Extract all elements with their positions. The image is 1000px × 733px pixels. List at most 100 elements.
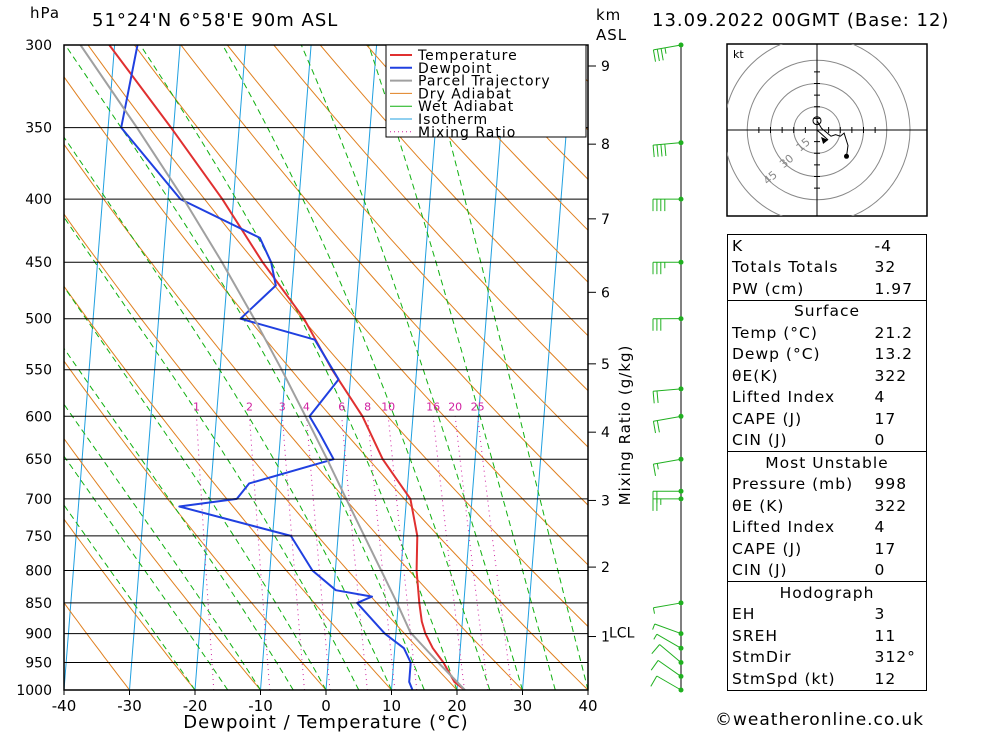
- wind-barb: [653, 142, 682, 146]
- index-label: CAPE (J): [726, 538, 875, 560]
- wind-level-dot: [678, 456, 684, 462]
- wind-barb-flag: [653, 633, 658, 640]
- wind-level-dot: [678, 386, 684, 392]
- index-label: EH: [726, 603, 875, 625]
- x-axis-title: Dewpoint / Temperature (°C): [183, 712, 468, 733]
- wind-barb-flag: [650, 660, 659, 671]
- index-label: Temp (°C): [726, 322, 875, 344]
- legend-item: Dewpoint: [418, 61, 493, 77]
- wet-adiabat-line: [139, 45, 458, 690]
- height-tick-label: 3: [601, 493, 610, 509]
- wind-barb: [656, 675, 682, 691]
- credit-label: ©weatheronline.co.uk: [715, 710, 925, 730]
- index-section-title: Surface: [727, 299, 927, 322]
- index-label: Totals Totals: [726, 256, 875, 278]
- wind-level-dot: [678, 687, 684, 693]
- height-unit-label-km: km: [596, 6, 622, 24]
- pressure-tick-label: 600: [25, 409, 52, 425]
- wind-barb-flag: [656, 390, 659, 403]
- index-row: CAPE (J) 17: [726, 408, 927, 430]
- index-row: Dewp (°C) 13.2: [726, 343, 927, 365]
- pressure-tick-label: 400: [25, 192, 52, 208]
- wind-barb-flag: [656, 49, 660, 62]
- index-value: 312°: [874, 646, 927, 668]
- index-row: Totals Totals 32: [726, 256, 927, 278]
- index-label: K: [726, 234, 875, 257]
- dry-adiabat-line: [319, 45, 588, 337]
- index-row: SREH 11: [726, 625, 927, 647]
- wind-barb-flag: [652, 607, 655, 614]
- index-label: Pressure (mb): [726, 473, 875, 495]
- isotherm-line: [325, 45, 378, 690]
- isotherm-line: [260, 45, 312, 690]
- wind-barb-flag: [656, 420, 660, 433]
- height-tick-label: 9: [601, 59, 610, 75]
- wind-barb: [656, 633, 682, 649]
- wind-level-dot: [678, 316, 684, 322]
- index-label: CIN (J): [726, 429, 875, 452]
- isotherm-line: [391, 45, 443, 690]
- height-tick-label: 7: [601, 212, 610, 228]
- wind-level-dot: [678, 496, 684, 502]
- wind-barb-flag: [652, 421, 656, 434]
- indices-table: K -4 Totals Totals 32 PW (cm) 1.97 Surface Temp…: [726, 234, 927, 691]
- index-value: 21.2: [874, 322, 927, 344]
- pressure-tick-label: 1000: [16, 683, 52, 699]
- temperature-tick-label: 30: [513, 697, 532, 715]
- wind-barb-flag: [651, 644, 660, 655]
- pressure-tick-label: 550: [25, 363, 52, 379]
- legend-item: Mixing Ratio: [418, 125, 516, 141]
- wind-barb-flag: [652, 391, 655, 404]
- hodograph-start-marker: [812, 116, 822, 126]
- pressure-tick-label: 850: [25, 596, 52, 612]
- index-row: CAPE (J) 17: [726, 538, 927, 560]
- temperature-tick-label: -30: [117, 697, 142, 715]
- legend-item: Isotherm: [418, 112, 488, 128]
- index-value: 322: [874, 495, 927, 517]
- mixing-ratio-label: 16: [426, 400, 440, 413]
- wind-barb: [653, 602, 682, 609]
- index-row: CIN (J) 0: [726, 429, 927, 452]
- index-value: 322: [874, 365, 927, 387]
- mixing-ratio-label: 20: [448, 400, 462, 413]
- index-label: StmDir: [726, 646, 875, 668]
- dry-adiabat-line: [226, 45, 588, 448]
- temperature-tick-label: -40: [52, 697, 77, 715]
- legend-item: Parcel Trajectory: [418, 74, 551, 90]
- index-label: Lifted Index: [726, 386, 875, 408]
- wind-level-dot: [678, 140, 684, 146]
- temperature-tick-label: -10: [248, 697, 273, 715]
- hodograph-trace: [816, 120, 849, 157]
- mixing-ratio-label: 6: [338, 400, 345, 413]
- temperature-tick-label: 0: [321, 697, 331, 715]
- hodograph-unit-label: kt: [733, 48, 744, 61]
- index-row: Lifted Index 4: [726, 516, 927, 538]
- wind-barb: [654, 623, 682, 635]
- wind-barb: [653, 458, 682, 465]
- index-section-title: Hodograph: [727, 581, 927, 604]
- legend-item: Dry Adiabat: [418, 86, 512, 102]
- wet-adiabat-line: [64, 136, 392, 690]
- height-tick-label: 2: [601, 560, 610, 576]
- wind-level-dot: [678, 413, 684, 419]
- dewpoint-profile-line: [120, 45, 414, 690]
- pressure-tick-label: 700: [25, 492, 52, 508]
- wind-level-dot: [678, 488, 684, 494]
- mixing-ratio-label: 8: [364, 400, 371, 413]
- wind-barb-flag: [664, 144, 667, 157]
- index-row: θE(K) 322: [726, 365, 927, 387]
- wet-adiabat-line: [300, 45, 523, 690]
- wind-barb-flag: [652, 623, 656, 630]
- index-row: Lifted Index 4: [726, 386, 927, 408]
- dry-adiabat-line: [366, 45, 588, 283]
- isotherm-line: [129, 45, 181, 690]
- temperature-tick-label: 10: [382, 697, 401, 715]
- pressure-tick-label: 750: [25, 529, 52, 545]
- index-label: PW (cm): [726, 278, 875, 300]
- index-section-row: Most Unstable: [727, 451, 927, 474]
- height-tick-label: 6: [601, 285, 610, 301]
- index-value: 0: [874, 559, 927, 582]
- dry-adiabat-line: [273, 45, 588, 392]
- index-row: θE (K) 322: [726, 495, 927, 517]
- isotherm-line: [522, 45, 574, 690]
